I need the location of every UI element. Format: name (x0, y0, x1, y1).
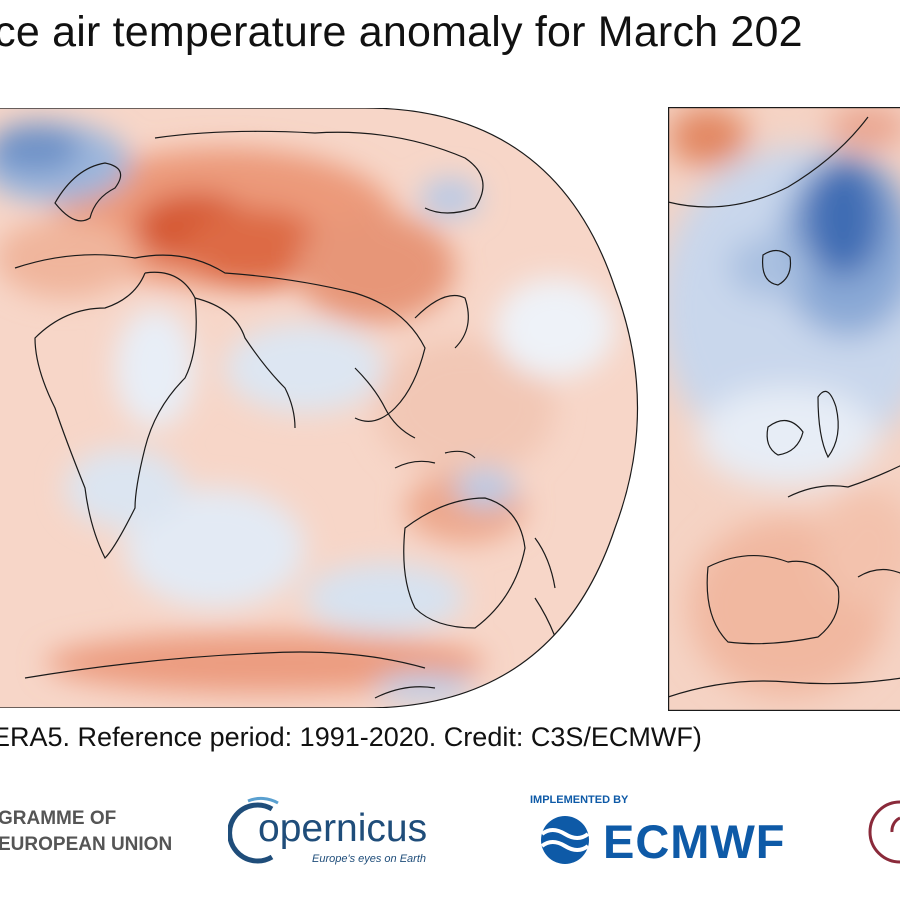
europe-anomaly-map (668, 107, 900, 711)
eu-programme-logo: GRAMME OF EUROPEAN UNION (0, 806, 172, 858)
global-anomaly-map (0, 108, 639, 708)
ecmwf-logo: IMPLEMENTED BY ECMWF (530, 794, 830, 874)
implemented-by-label: IMPLEMENTED BY (530, 794, 629, 806)
page-title: ace air temperature anomaly for March 20… (0, 8, 803, 56)
ecmwf-wordmark: ECMWF (603, 815, 786, 868)
c3s-logo-icon (868, 800, 900, 864)
copernicus-wordmark: opernicus (258, 807, 428, 850)
copernicus-logo: opernicus Europe's eyes on Earth (228, 795, 438, 870)
copernicus-tagline: Europe's eyes on Earth (312, 853, 427, 865)
ecmwf-waves-icon (540, 816, 590, 864)
copernicus-c-icon (228, 796, 279, 864)
data-source-caption: a: ERA5. Reference period: 1991-2020. Cr… (0, 722, 702, 752)
eu-logo-line2: EUROPEAN UNION (0, 834, 173, 855)
eu-logo-line1: GRAMME OF (0, 808, 117, 829)
